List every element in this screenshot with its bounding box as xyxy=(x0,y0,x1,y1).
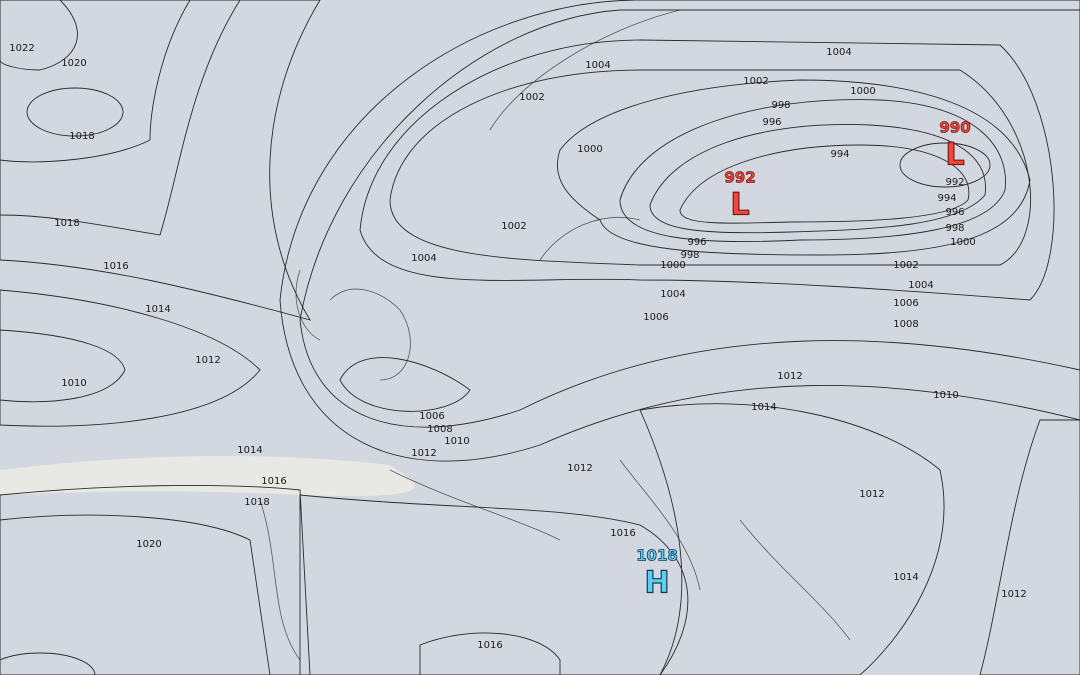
isobar-label: 1002 xyxy=(743,76,768,87)
isobar-label: 1014 xyxy=(237,445,262,456)
isobar-label: 1010 xyxy=(61,378,86,389)
isobar-label: 1008 xyxy=(427,424,452,435)
center-value: 1018 xyxy=(636,547,678,565)
isobar-label: 1014 xyxy=(145,304,170,315)
isobar-label: 1000 xyxy=(950,237,975,248)
isobar-label: 1012 xyxy=(777,371,802,382)
isobar-label: 1006 xyxy=(893,298,918,309)
isobar-label: 996 xyxy=(687,237,706,248)
isobar-label: 992 xyxy=(945,177,964,188)
isobar-label: 1018 xyxy=(54,218,79,229)
isobar-label: 1002 xyxy=(501,221,526,232)
isobar-label: 1012 xyxy=(195,355,220,366)
isobar-label: 998 xyxy=(771,100,790,111)
center-symbol: L xyxy=(730,188,749,223)
isobar-label: 1004 xyxy=(660,289,685,300)
isobar-label: 1012 xyxy=(859,489,884,500)
isobar-label: 1010 xyxy=(933,390,958,401)
isobar-label: 1004 xyxy=(826,47,851,58)
isobar-label: 1004 xyxy=(585,60,610,71)
isobar-label: 998 xyxy=(945,223,964,234)
isobar-label: 1012 xyxy=(567,463,592,474)
isobar-label: 1016 xyxy=(477,640,502,651)
coastlines xyxy=(259,9,851,661)
center-symbol: H xyxy=(644,566,669,601)
isobar-label: 1010 xyxy=(444,436,469,447)
center-symbol: L xyxy=(945,138,964,173)
isobar-label: 1004 xyxy=(411,253,436,264)
isobar-label: 1014 xyxy=(893,572,918,583)
isobar-label: 1000 xyxy=(577,144,602,155)
isobar-label: 1022 xyxy=(9,43,34,54)
isobar-label: 1008 xyxy=(893,319,918,330)
isobar-label: 1016 xyxy=(610,528,635,539)
center-value: 990 xyxy=(939,119,970,137)
isobar-label: 996 xyxy=(762,117,781,128)
isobar-label: 1016 xyxy=(103,261,128,272)
isobar-label: 1002 xyxy=(519,92,544,103)
isobar-label: 1020 xyxy=(61,58,86,69)
isobar-labels: 1022102010181018101610141012101010141016… xyxy=(9,43,1026,651)
isobar-label: 1002 xyxy=(893,260,918,271)
center-value: 992 xyxy=(724,169,755,187)
isobar-label: 1012 xyxy=(411,448,436,459)
isobar-label: 1006 xyxy=(419,411,444,422)
isobar-label: 1014 xyxy=(751,402,776,413)
isobar-label: 1018 xyxy=(244,497,269,508)
isobar-label: 994 xyxy=(830,149,849,160)
isobar-label: 1000 xyxy=(660,260,685,271)
isobar-label: 1000 xyxy=(850,86,875,97)
isobar-label: 998 xyxy=(680,250,699,261)
isobar-label: 1016 xyxy=(261,476,286,487)
isobar-label: 1006 xyxy=(643,312,668,323)
isobar-label: 1004 xyxy=(908,280,933,291)
isobar-label: 1018 xyxy=(69,131,94,142)
isobar-label: 996 xyxy=(945,207,964,218)
isobar-label: 1012 xyxy=(1001,589,1026,600)
isobar-label: 994 xyxy=(937,193,956,204)
isobar-label: 1020 xyxy=(136,539,161,550)
